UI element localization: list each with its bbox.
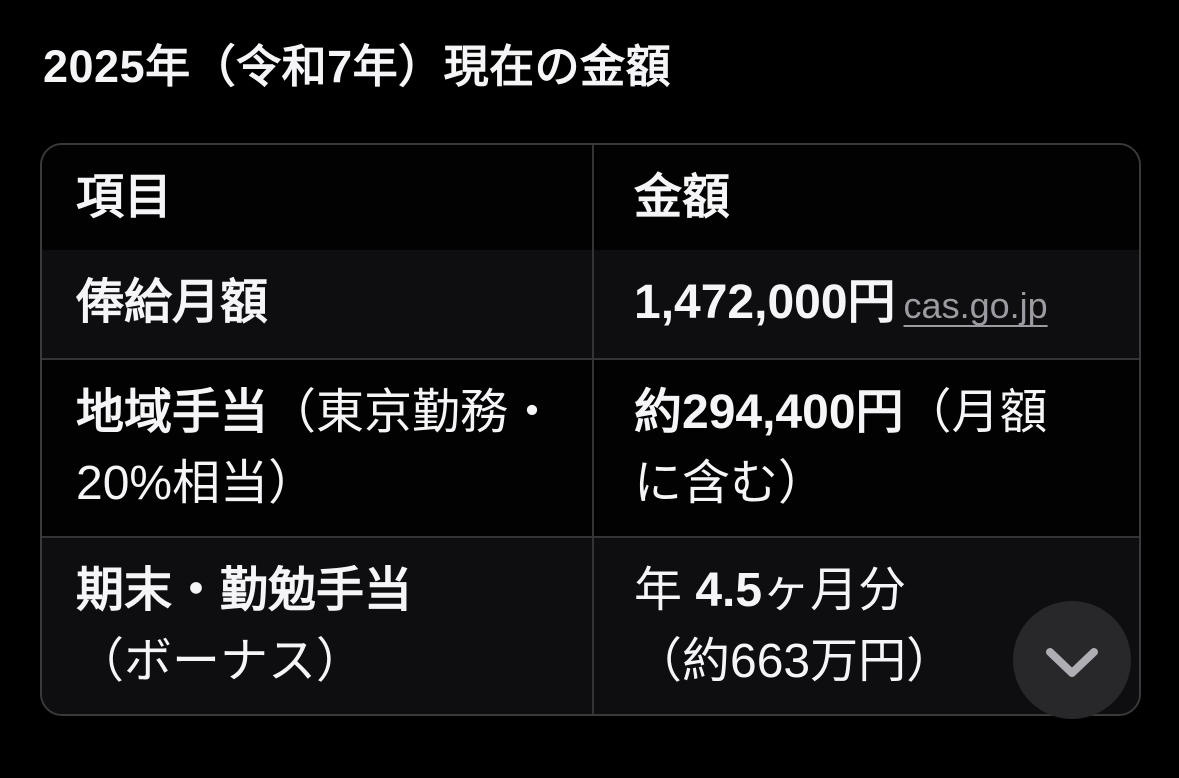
header-cell-item: 項目 — [76, 171, 173, 224]
cell-line: （ボーナス） — [76, 626, 564, 697]
amount-cell: 1,472,000円 cas.go.jp — [592, 250, 1139, 358]
cell-line: 俸給月額 — [76, 267, 564, 338]
cell-line: （約663万円） — [634, 626, 1111, 697]
cell-line: 20%相当） — [76, 448, 564, 519]
cell-text: 1,472,000円 — [634, 276, 896, 329]
header-cell-amount: 金額 — [592, 145, 1139, 250]
item-cell: 期末・勤勉手当 （ボーナス） — [42, 538, 592, 714]
cell-text: 20%相当） — [76, 457, 317, 510]
amount-cell: 約294,400円（月額に含む） — [592, 360, 1139, 536]
cell-text: 地域手当 — [76, 386, 269, 439]
cell-text: 期末・勤勉手当 — [76, 564, 413, 617]
cell-text: （月額 — [903, 386, 1048, 439]
table-header-row: 項目 金額 — [42, 145, 1139, 250]
table-row: 俸給月額 1,472,000円 cas.go.jp — [42, 250, 1139, 358]
amount-cell: 年 4.5ヶ月分 （約663万円） — [592, 538, 1139, 714]
cell-line: 地域手当（東京勤務・ — [76, 377, 564, 448]
cell-text: （東京勤務・ — [268, 386, 557, 439]
page-title: 2025年（令和7年）現在の金額 — [43, 41, 672, 92]
cell-text: （ボーナス） — [76, 635, 365, 688]
cell-text: 4.5 — [695, 564, 763, 617]
cell-line: 1,472,000円 cas.go.jp — [634, 267, 1111, 341]
cell-line: 年 4.5ヶ月分 — [634, 555, 1111, 626]
source-link[interactable]: cas.go.jp — [903, 285, 1048, 326]
cell-line: に含む） — [634, 448, 1111, 519]
cell-text: （約663万円） — [634, 635, 955, 688]
cell-text: に含む） — [634, 457, 827, 510]
cell-line: 期末・勤勉手当 — [76, 555, 564, 626]
scroll-down-button[interactable] — [1013, 601, 1131, 719]
chevron-down-icon — [1046, 648, 1098, 677]
table-body: 俸給月額 1,472,000円 cas.go.jp 地域手当（東京勤務・ 20%相当） 約… — [42, 250, 1139, 714]
salary-table: 項目 金額 俸給月額 1,472,000円 cas.go.jp 地域手当（東京勤務・ 2… — [40, 143, 1141, 716]
cell-text: ヶ月分 — [762, 564, 907, 617]
item-cell: 俸給月額 — [42, 250, 592, 358]
item-cell: 地域手当（東京勤務・ 20%相当） — [42, 360, 592, 536]
table-row: 地域手当（東京勤務・ 20%相当） 約294,400円（月額に含む） — [42, 358, 1139, 536]
cell-line: 約294,400円（月額 — [634, 377, 1111, 448]
cell-text: 俸給月額 — [76, 276, 269, 329]
cell-text: 年 — [634, 564, 696, 617]
table-row: 期末・勤勉手当 （ボーナス） 年 4.5ヶ月分 （約663万円） — [42, 536, 1139, 714]
cell-text: 約294,400円 — [634, 386, 904, 439]
